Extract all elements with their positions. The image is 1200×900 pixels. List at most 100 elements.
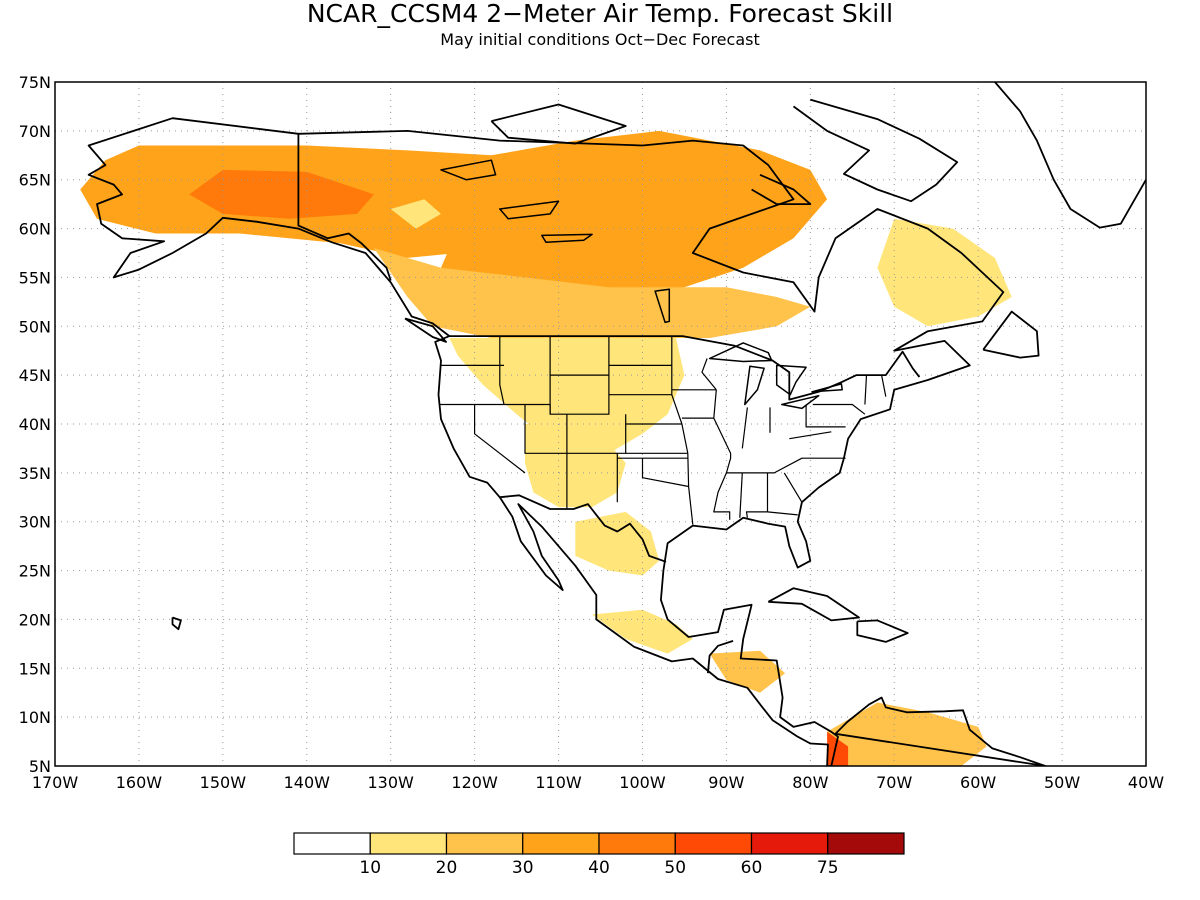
skill-low-yukon-patch [390,199,441,229]
legend-swatch [369,832,448,855]
lat-label: 70N [19,122,51,141]
vancouver-island [404,317,447,343]
lat-label: 20N [19,610,51,629]
skill-region-labrador [877,218,1012,327]
map-subtitle: May initial conditions Oct−Dec Forecast [440,30,759,49]
lat-label: 55N [19,268,51,287]
state-border [566,414,627,454]
lat-label: 75N [19,73,51,92]
state-border [864,375,868,405]
newfoundland [982,310,1040,359]
lon-label: 170W [32,773,79,792]
skill-region-southern-mexico [592,609,693,654]
lon-label: 50W [1044,773,1080,792]
lon-label: 160W [116,773,163,792]
mexico-guatemala-border [707,640,734,674]
victoria-island [490,103,627,145]
hawaii-big-island [171,616,182,631]
lon-label: 60W [960,773,996,792]
lon-label: 130W [368,773,415,792]
cuba [767,587,860,622]
lat-label: 40N [19,415,51,434]
lat-label: 25N [19,562,51,581]
legend-label: 75 [817,858,839,878]
lon-label: 140W [284,773,331,792]
skill-region-northern-mexico [575,511,660,576]
skill-region-central-america [709,650,786,693]
lake-outline [708,342,773,363]
legend-label: 10 [359,858,381,878]
state-border [549,336,610,376]
lake-outline [440,159,497,181]
state-border [812,403,866,415]
baffin-island [792,98,959,203]
lake-outline [541,233,593,244]
state-border [741,407,748,449]
lat-label: 30N [19,513,51,532]
lat-label: 15N [19,659,51,678]
state-border [783,472,803,503]
lon-label: 120W [451,773,498,792]
skill-region-canada-interior [441,130,828,297]
lake-outline [775,364,807,396]
us-mexico-border [498,494,667,563]
state-border [881,374,887,397]
state-border [687,453,694,525]
state-border [671,336,689,454]
legend-swatch [522,832,600,855]
legend-swatch [445,832,524,855]
lake-outline [781,394,820,410]
legend-label: 30 [512,858,534,878]
skill-core-alaska [189,169,374,219]
legend-label: 50 [664,858,686,878]
lat-label: 45N [19,366,51,385]
state-border [499,336,505,405]
longitude-labels: 170W 160W 150W 140W 130W 120W 110W 100W 90W 80W 70… [32,773,1164,792]
lon-label: 90W [708,773,744,792]
legend-label: 20 [436,858,458,878]
state-border [641,458,689,488]
alaska-canada-border [297,133,392,281]
skill-fill-layer [80,130,1012,766]
coastlines-and-borders [87,82,1146,766]
state-border [524,404,567,454]
color-legend: 10 20 30 40 50 60 75 [293,832,905,878]
state-border [805,404,846,428]
lon-label: 70W [876,773,912,792]
skill-region-canadian-prairies [373,248,811,338]
lon-label: 100W [619,773,666,792]
skill-region-southwest-us [525,424,626,508]
lat-label: 10N [19,708,51,727]
state-border [745,472,769,518]
lat-label: 5N [29,757,51,776]
legend-label: 40 [588,858,610,878]
legend-swatch [293,832,371,855]
lon-label: 40W [1128,773,1164,792]
hudson-bay-islands [751,173,812,205]
map-frame [54,81,1147,767]
latitude-labels: 75N 70N 65N 60N 55N 50N 45N 40N 35N 30N 25N 20N 15N 1… [19,73,51,776]
state-border [713,389,732,520]
lon-label: 150W [200,773,247,792]
map-title: NCAR_CCSM4 2−Meter Air Temp. Forecast Sk… [307,0,893,28]
lake-outline [744,365,765,406]
lon-label: 110W [535,773,582,792]
north-america-coast [87,117,1005,766]
state-border [789,431,832,440]
legend-label: 60 [741,858,763,878]
legend-swatch [750,832,829,855]
state-border [474,404,526,474]
lat-label: 50N [19,317,51,336]
lake-outline [654,288,671,324]
legend-swatch [598,832,676,855]
greenland-coast [994,82,1146,229]
state-border [767,511,798,516]
state-border [701,358,717,391]
lat-label: 60N [19,220,51,239]
south-america-coast [834,696,1047,766]
lat-label: 35N [19,464,51,483]
legend-swatch [674,832,753,855]
lake-outline [499,200,560,220]
lon-label: 80W [792,773,828,792]
